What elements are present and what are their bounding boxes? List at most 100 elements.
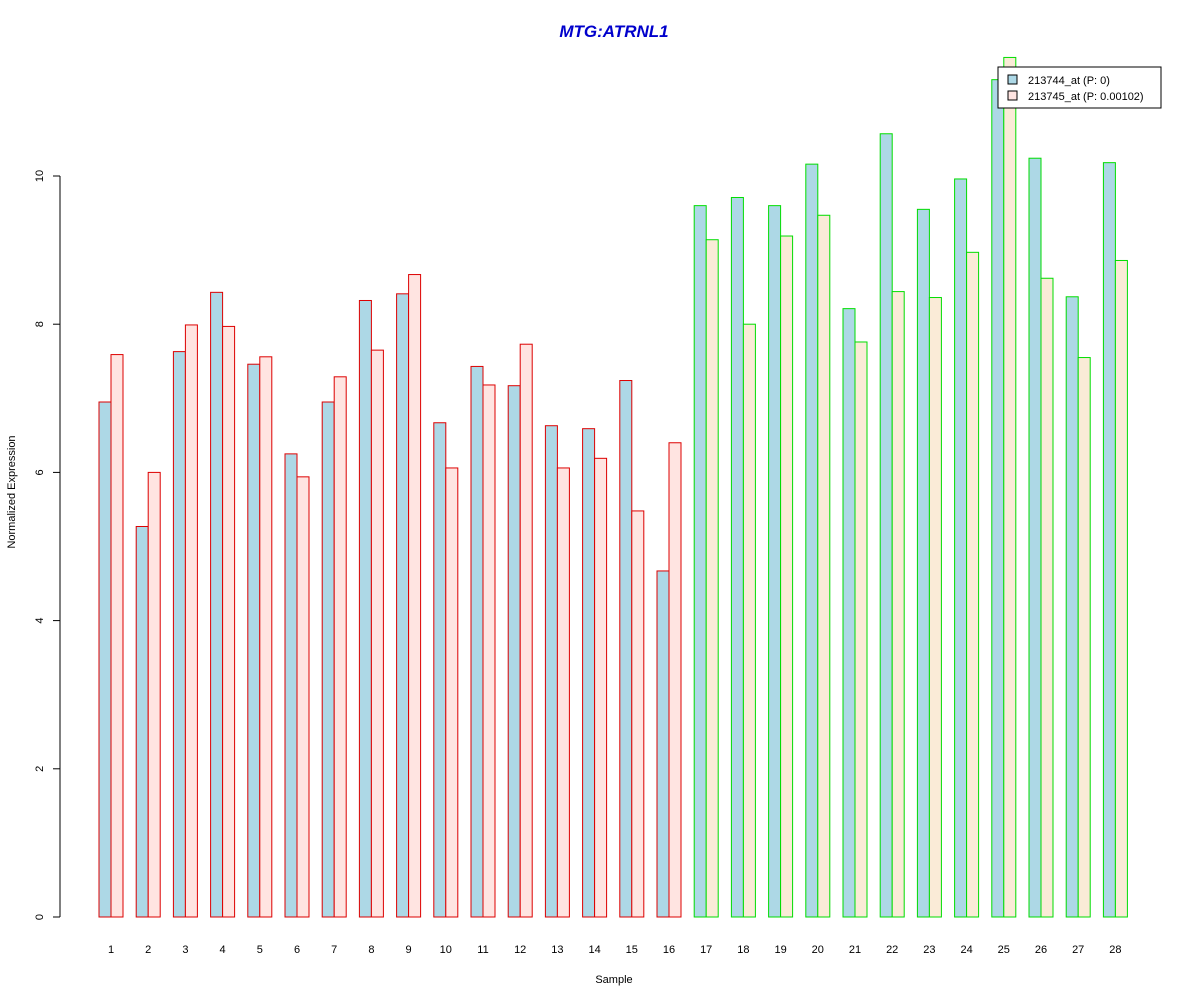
bar-213745-sample-18 — [742, 323, 756, 918]
bar-213744-sample-10 — [433, 422, 447, 918]
bar-213744-sample-11 — [470, 365, 484, 918]
x-tick-label: 23 — [923, 944, 935, 956]
bar-213745-sample-3 — [184, 324, 198, 918]
bar-213744-sample-17 — [693, 205, 707, 918]
bar-213744-sample-24 — [954, 178, 968, 918]
bar-213745-sample-24 — [966, 251, 980, 918]
y-tick-label: 8 — [34, 321, 46, 327]
bars-group — [98, 56, 1128, 918]
x-tick-label: 24 — [960, 944, 972, 956]
x-tick-label: 10 — [440, 944, 452, 956]
legend-swatch — [1007, 74, 1018, 85]
bar-213745-sample-10 — [445, 467, 459, 918]
x-tick-label: 17 — [700, 944, 712, 956]
bar-213744-sample-20 — [805, 163, 819, 918]
x-tick-label: 2 — [145, 944, 151, 956]
x-tick-label: 4 — [220, 944, 226, 956]
bar-213744-sample-8 — [358, 299, 372, 918]
bar-213745-sample-19 — [780, 235, 794, 918]
bar-213744-sample-25 — [991, 79, 1005, 918]
bar-213744-sample-19 — [768, 205, 782, 918]
bar-213744-sample-26 — [1028, 157, 1042, 918]
bar-213745-sample-12 — [519, 343, 533, 918]
bar-213745-sample-11 — [482, 384, 496, 918]
legend: 213744_at (P: 0) 213745_at (P: 0.00102) — [997, 66, 1162, 109]
y-tick-label: 0 — [34, 914, 46, 920]
y-tick-label: 2 — [34, 766, 46, 772]
bar-213745-sample-26 — [1040, 277, 1054, 918]
x-tick-label: 6 — [294, 944, 300, 956]
legend-box — [997, 66, 1162, 109]
bar-213744-sample-3 — [172, 351, 186, 918]
x-tick-label: 12 — [514, 944, 526, 956]
bar-213744-sample-14 — [582, 428, 596, 918]
bar-213745-sample-7 — [333, 376, 347, 918]
bar-213744-sample-12 — [507, 385, 521, 918]
bar-213745-sample-14 — [594, 457, 608, 918]
bar-213744-sample-6 — [284, 453, 298, 918]
bar-213744-sample-21 — [842, 308, 856, 918]
legend-label: 213745_at (P: 0.00102) — [1028, 91, 1144, 103]
bar-213745-sample-2 — [147, 471, 161, 918]
x-tick-label: 27 — [1072, 944, 1084, 956]
x-axis-label: Sample — [595, 974, 632, 986]
bar-213744-sample-28 — [1102, 162, 1116, 918]
bar-213745-sample-28 — [1114, 259, 1128, 918]
x-tick-label: 21 — [849, 944, 861, 956]
bar-213745-sample-6 — [296, 476, 310, 918]
bar-213745-sample-17 — [705, 239, 719, 918]
x-tick-label: 19 — [774, 944, 786, 956]
bar-213745-sample-16 — [668, 442, 682, 918]
x-tick-label: 9 — [406, 944, 412, 956]
bar-213745-sample-9 — [408, 274, 422, 918]
bar-213745-sample-27 — [1077, 357, 1091, 918]
bar-213744-sample-15 — [619, 380, 633, 918]
bar-213744-sample-16 — [656, 570, 670, 918]
y-axis-label: Normalized Expression — [6, 435, 18, 548]
x-tick-label: 20 — [812, 944, 824, 956]
x-tick-label: 25 — [998, 944, 1010, 956]
bar-213745-sample-15 — [631, 510, 645, 918]
y-axis: 0 2 4 6 8 10 — [34, 170, 61, 920]
bar-213744-sample-7 — [321, 401, 335, 918]
y-tick-label: 10 — [34, 170, 46, 182]
bar-213744-sample-4 — [210, 291, 224, 918]
x-tick-label: 7 — [331, 944, 337, 956]
bar-213744-sample-13 — [544, 425, 558, 918]
x-tick-label: 18 — [737, 944, 749, 956]
legend-label: 213744_at (P: 0) — [1028, 75, 1110, 87]
bar-213745-sample-21 — [854, 341, 868, 918]
bar-213744-sample-22 — [879, 133, 893, 918]
bar-213745-sample-23 — [928, 297, 942, 918]
bar-213744-sample-9 — [396, 293, 410, 918]
x-tick-label: 14 — [588, 944, 600, 956]
chart-title: MTG:ATRNL1 — [559, 22, 668, 41]
bar-213744-sample-5 — [247, 363, 261, 918]
legend-swatch — [1007, 90, 1018, 101]
x-tick-label: 22 — [886, 944, 898, 956]
x-tick-label: 13 — [551, 944, 563, 956]
x-tick-label: 11 — [477, 944, 488, 956]
x-axis-tick-labels: 1 2 3 4 5 6 7 8 9 10 11 12 13 14 15 16 17 18 19 20 21 22 23 24 2… — [108, 944, 1122, 956]
bar-213744-sample-2 — [135, 525, 149, 918]
bar-213745-sample-1 — [110, 354, 124, 918]
x-tick-label: 5 — [257, 944, 263, 956]
bar-213745-sample-8 — [370, 349, 384, 918]
x-tick-label: 8 — [368, 944, 374, 956]
x-tick-label: 3 — [182, 944, 188, 956]
x-tick-label: 26 — [1035, 944, 1047, 956]
bar-213745-sample-13 — [556, 467, 570, 918]
bar-213744-sample-27 — [1065, 296, 1079, 918]
bar-213745-sample-25 — [1003, 56, 1017, 918]
x-tick-label: 1 — [108, 944, 114, 956]
bar-213744-sample-18 — [730, 196, 744, 918]
x-tick-label: 16 — [663, 944, 675, 956]
bar-213745-sample-4 — [222, 325, 236, 918]
x-tick-label: 15 — [626, 944, 638, 956]
y-tick-label: 6 — [34, 469, 46, 475]
bar-213745-sample-20 — [817, 214, 831, 918]
bar-213745-sample-5 — [259, 356, 273, 918]
y-tick-label: 4 — [34, 618, 46, 624]
bar-213745-sample-22 — [891, 291, 905, 918]
